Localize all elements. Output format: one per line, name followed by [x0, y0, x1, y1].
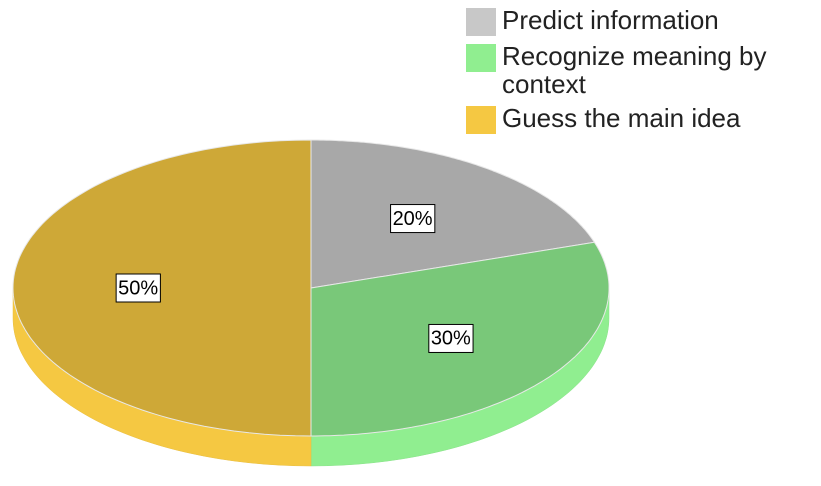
legend-item: Guess the main idea [466, 104, 818, 134]
value-label-box [390, 204, 436, 234]
slice [310, 139, 596, 289]
legend: Predict information Recognize meaning by … [466, 6, 818, 140]
value-label-text: 20% [393, 208, 433, 230]
value-label-box [428, 323, 474, 353]
legend-label: Predict information [502, 5, 719, 35]
legend-swatch [466, 8, 496, 36]
legend-swatch [466, 44, 496, 72]
legend-item: Predict information [466, 6, 818, 36]
legend-label: Recognize meaning by context [502, 41, 767, 99]
value-label-text: 50% [118, 277, 158, 299]
value-label: 30% [428, 323, 474, 353]
legend-item: Recognize meaning by context [466, 42, 818, 98]
value-label-text: 30% [431, 328, 471, 350]
value-label: 20% [390, 204, 436, 234]
slice [12, 139, 312, 437]
value-label: 50% [115, 273, 161, 303]
value-label-box [115, 273, 161, 303]
legend-label: Guess the main idea [502, 103, 741, 133]
legend-swatch [466, 106, 496, 134]
